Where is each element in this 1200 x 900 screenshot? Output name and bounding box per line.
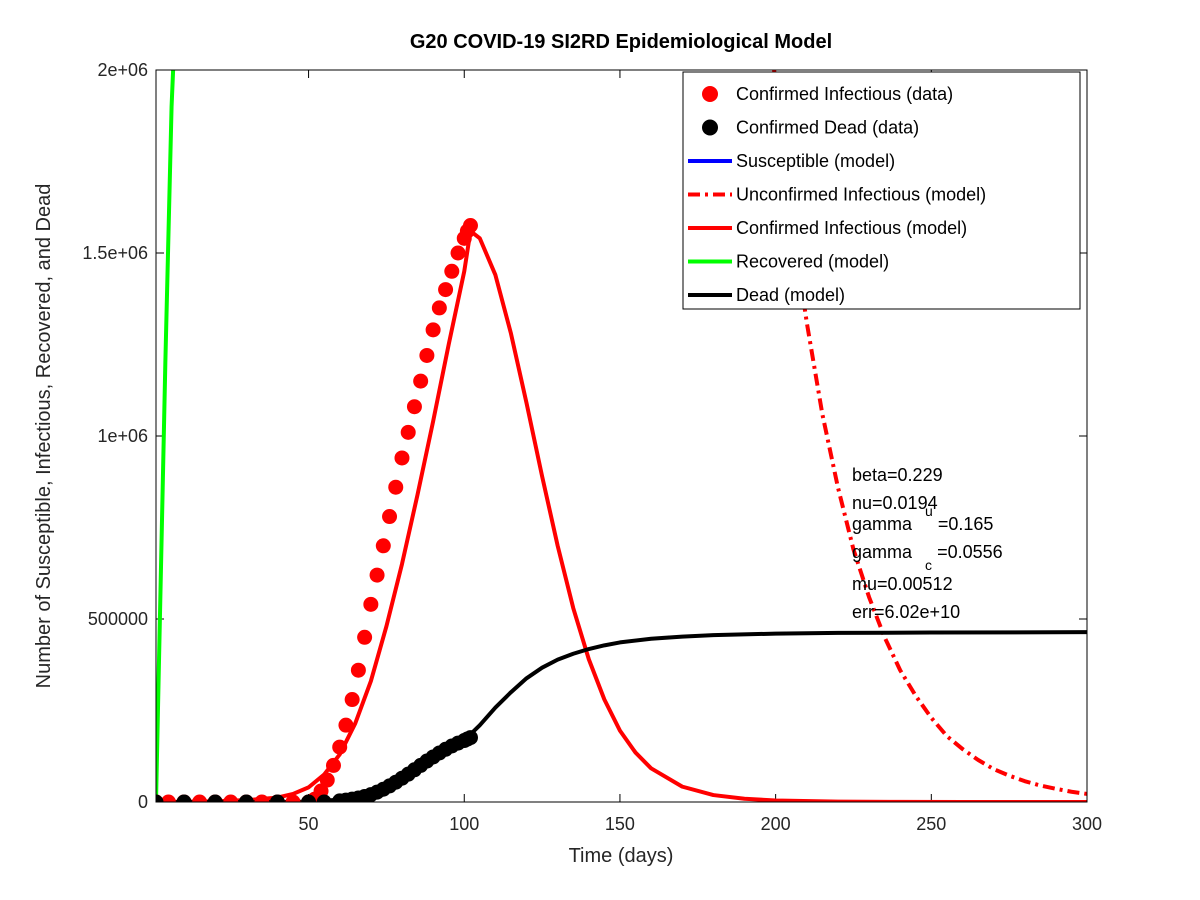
annotation-err: err=6.02e+10 <box>852 602 960 622</box>
data-point <box>382 509 398 525</box>
series-markers-confirmed-dead-data <box>156 730 478 802</box>
axes-box <box>155 69 1088 803</box>
legend-label: Recovered (model) <box>736 252 889 272</box>
series-layer <box>156 70 1087 802</box>
legend-label: Dead (model) <box>736 285 845 305</box>
x-tick-label: 50 <box>299 814 319 834</box>
data-point <box>254 794 270 802</box>
data-point <box>413 373 429 389</box>
x-tick-label: 100 <box>449 814 479 834</box>
data-point <box>431 300 447 316</box>
data-point <box>369 567 385 583</box>
y-tick-label: 500000 <box>88 609 148 629</box>
legend-label: Unconfirmed Infectious (model) <box>736 185 986 205</box>
data-point <box>285 794 301 802</box>
data-point <box>388 479 404 495</box>
annotation-gamma-u-prefix: gamma <box>852 514 913 534</box>
chart-title: G20 COVID-19 SI2RD Epidemiological Model <box>410 31 832 53</box>
annotation-nu: nu=0.0194 <box>852 493 938 513</box>
y-tick-label: 1.5e+06 <box>82 243 148 263</box>
legend-box <box>682 71 1081 310</box>
y-tick-label: 1e+06 <box>97 426 148 446</box>
legend-item-susceptible-model: Susceptible (model) <box>688 151 895 171</box>
legend-item-confirmed-dead-data: Confirmed Dead (data) <box>702 118 919 138</box>
data-point <box>357 629 373 645</box>
data-point <box>160 794 176 802</box>
data-point <box>419 347 435 363</box>
y-tick-label: 0 <box>138 792 148 812</box>
data-point <box>400 424 416 440</box>
annotation-gamma-u-value: =0.165 <box>938 514 994 534</box>
data-point <box>394 450 410 466</box>
legend-label: Confirmed Infectious (data) <box>736 84 953 104</box>
annotation-gamma-c-value: =0.0556 <box>937 542 1003 562</box>
data-point <box>462 730 478 746</box>
legend-item-recovered-model: Recovered (model) <box>688 252 889 272</box>
legend-item-unconfirmed-infectious-model: Unconfirmed Infectious (model) <box>688 185 986 205</box>
data-point <box>156 794 164 802</box>
data-point <box>319 772 335 788</box>
annotation-gamma-c: gamma c =0.0556 <box>852 542 1003 574</box>
data-point <box>438 282 454 298</box>
data-point <box>176 794 192 802</box>
data-point <box>332 739 348 755</box>
y-axis-ticks: 0 500000 1e+06 1.5e+06 2e+06 <box>82 60 1087 812</box>
annotation-mu: mu=0.00512 <box>852 574 953 594</box>
data-point <box>301 794 317 802</box>
legend-item-dead-model: Dead (model) <box>688 285 845 305</box>
x-tick-label: 200 <box>761 814 791 834</box>
data-point <box>192 794 208 802</box>
x-axis-title: Time (days) <box>569 845 674 867</box>
legend-marker <box>702 86 718 102</box>
legend-items: Confirmed Infectious (data) Confirmed Dea… <box>688 84 986 305</box>
data-point <box>363 596 379 612</box>
annotation-gamma-c-sub: c <box>925 557 932 573</box>
y-tick-label: 2e+06 <box>97 60 148 80</box>
data-point <box>375 538 391 554</box>
data-point <box>316 794 332 802</box>
legend-label: Confirmed Infectious (model) <box>736 218 967 238</box>
parameter-annotations: beta=0.229 nu=0.0194 gamma u =0.165 gamm… <box>852 465 1003 622</box>
legend-marker <box>702 119 718 136</box>
data-point <box>269 794 285 802</box>
legend-label: Susceptible (model) <box>736 151 895 171</box>
y-axis-title: Number of Susceptible, Infectious, Recov… <box>33 184 55 689</box>
annotation-gamma-u: gamma u =0.165 <box>852 500 993 534</box>
data-point <box>207 794 223 802</box>
data-point <box>325 757 341 773</box>
x-tick-label: 300 <box>1072 814 1102 834</box>
annotation-gamma-c-prefix: gamma <box>852 542 913 562</box>
series-line-confirmed-infectious-model <box>156 229 1087 802</box>
annotation-gamma-u-sub: u <box>925 503 933 519</box>
data-point <box>462 218 478 234</box>
x-tick-label: 250 <box>916 814 946 834</box>
data-point <box>344 692 360 708</box>
data-point <box>338 717 354 733</box>
series-line-recovered-model <box>156 70 176 802</box>
data-point <box>450 245 466 261</box>
x-tick-label: 150 <box>605 814 635 834</box>
data-point <box>223 794 239 802</box>
series-line-unconfirmed-infectious-model <box>772 70 1087 796</box>
legend-item-confirmed-infectious-model: Confirmed Infectious (model) <box>688 218 967 238</box>
legend-label: Confirmed Dead (data) <box>736 118 919 138</box>
data-point <box>444 263 460 279</box>
data-point <box>350 662 366 678</box>
legend-item-confirmed-infectious-data: Confirmed Infectious (data) <box>702 84 953 104</box>
data-point <box>406 399 422 415</box>
annotation-beta: beta=0.229 <box>852 465 943 485</box>
data-point <box>425 322 441 338</box>
data-point <box>238 794 254 802</box>
legend: Confirmed Infectious (data) Confirmed Dea… <box>682 71 1081 310</box>
